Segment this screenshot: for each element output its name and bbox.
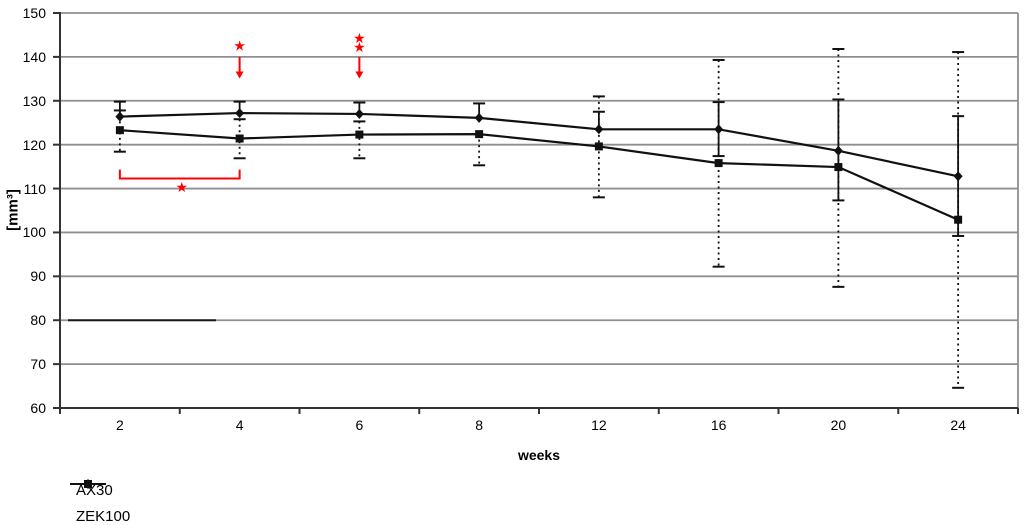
zek100-marker bbox=[954, 215, 963, 224]
significance-bracket bbox=[118, 169, 241, 180]
ax30-marker bbox=[594, 124, 604, 135]
ax30-marker bbox=[714, 124, 724, 135]
series-line-ax30 bbox=[119, 111, 959, 178]
ax30-marker bbox=[474, 112, 484, 123]
x-tick-label: 4 bbox=[235, 417, 244, 433]
significance-star: ★ bbox=[233, 37, 246, 53]
zek100-marker bbox=[834, 163, 843, 172]
zek100-marker bbox=[594, 142, 603, 151]
legend-label: ZEK100 bbox=[76, 507, 131, 525]
y-tick-label: 140 bbox=[22, 48, 46, 65]
x-axis-title: weeks bbox=[517, 447, 561, 463]
significance-star: ★ bbox=[353, 30, 366, 46]
significance-star: ★ bbox=[175, 179, 188, 195]
markers-zek100 bbox=[115, 126, 963, 224]
significance-annotations: ★ ★★★ bbox=[118, 30, 366, 195]
zek100-marker bbox=[714, 159, 723, 168]
ax30-marker bbox=[235, 108, 245, 119]
x-tick-label: 24 bbox=[950, 417, 966, 433]
x-tick-label: 8 bbox=[475, 417, 484, 433]
zek100-marker bbox=[355, 130, 364, 139]
gridlines bbox=[60, 12, 1018, 409]
ax30-marker bbox=[953, 171, 963, 182]
zek100-marker bbox=[235, 134, 244, 143]
x-tick-label: 16 bbox=[710, 417, 727, 433]
y-tick-label: 70 bbox=[30, 356, 46, 373]
y-tick-label: 110 bbox=[23, 180, 46, 197]
y-tick-label: 60 bbox=[30, 400, 46, 416]
x-tick-label: 6 bbox=[355, 417, 364, 433]
y-tick-label: 130 bbox=[22, 92, 46, 109]
zek100-marker bbox=[115, 126, 124, 135]
legend-marker-square bbox=[70, 480, 106, 488]
significance-star: ★ bbox=[353, 39, 366, 55]
y-tick-label: 90 bbox=[30, 268, 46, 285]
arrow-head bbox=[235, 71, 244, 79]
markers-ax30 bbox=[115, 108, 963, 182]
x-tick-label: 20 bbox=[830, 417, 847, 433]
ax30-marker bbox=[115, 111, 125, 122]
y-tick-label: 80 bbox=[30, 312, 46, 329]
series-line-zek100 bbox=[119, 129, 959, 221]
y-tick-label: 100 bbox=[22, 224, 46, 241]
y-tick-label: 120 bbox=[22, 136, 46, 153]
axes bbox=[53, 12, 1019, 414]
x-tick-label: 2 bbox=[115, 417, 124, 433]
zek100-marker bbox=[475, 130, 484, 139]
ax30-marker bbox=[354, 108, 364, 119]
legend-item-zek100: ZEK100 bbox=[68, 480, 131, 525]
error-bars-zek100 bbox=[113, 47, 965, 389]
x-tick-label: 12 bbox=[591, 417, 607, 433]
y-tick-label: 150 bbox=[22, 5, 46, 21]
y-axis-title: [mm³] bbox=[4, 189, 22, 231]
legend: AX30 ZEK100 bbox=[68, 477, 130, 525]
arrow-head bbox=[355, 71, 364, 79]
ax30-marker bbox=[833, 145, 843, 156]
